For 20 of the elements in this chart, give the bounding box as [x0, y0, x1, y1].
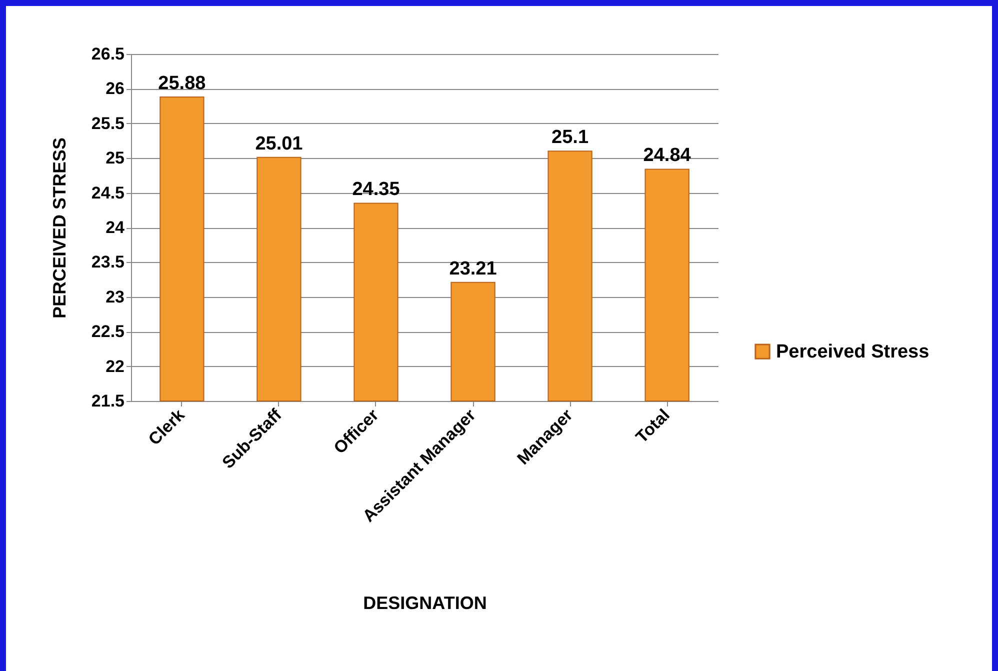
x-axis-title: DESIGNATION [363, 593, 487, 614]
y-tick-label: 24.5 [91, 183, 124, 202]
data-label: 23.21 [449, 258, 498, 280]
data-label: 25.1 [552, 127, 589, 148]
y-tick-label: 25.5 [91, 114, 124, 133]
data-label: 25.88 [158, 73, 206, 94]
y-tick-label: 26.5 [91, 44, 124, 64]
y-tick-label: 23.5 [91, 252, 124, 272]
y-tick-label: 25 [106, 148, 124, 168]
y-axis-title: PERCEIVED STRESS [49, 137, 70, 319]
data-label: 25.01 [255, 133, 304, 154]
y-tick-label: 22.5 [91, 322, 124, 342]
y-tick-label: 22 [106, 356, 124, 376]
y-tick-label: 21.5 [91, 392, 124, 410]
y-tick-label: 23 [106, 287, 124, 306]
data-label: 24.35 [352, 179, 400, 200]
data-label: 24.84 [643, 145, 692, 166]
y-tick-label: 24 [106, 218, 126, 237]
legend-label: Perceived Stress [776, 342, 930, 363]
y-tick-label: 26 [106, 79, 124, 98]
